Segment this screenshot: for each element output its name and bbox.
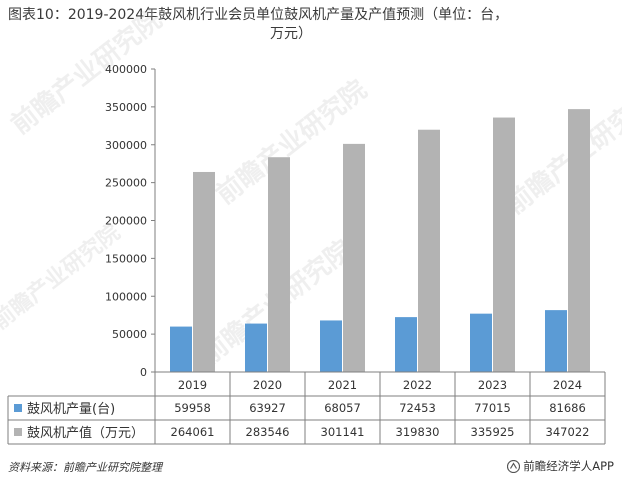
bar-production-2022 <box>395 317 417 372</box>
bar-production-2019 <box>170 326 192 372</box>
chart-title: 图表10：2019-2024年鼓风机行业会员单位鼓风机产量及产值预测（单位：台，… <box>8 6 614 44</box>
bar-value-2019 <box>193 171 215 372</box>
y-tick-label: 50000 <box>112 328 147 341</box>
bar-production-2021 <box>320 320 342 372</box>
bar-production-2020 <box>245 323 267 372</box>
data-label-value-2022: 319830 <box>396 425 440 439</box>
legend-swatch-value <box>14 428 22 436</box>
y-tick-label: 350000 <box>105 101 147 114</box>
y-tick-label: 200000 <box>105 215 147 228</box>
data-label-value-2020: 283546 <box>246 425 290 439</box>
bar-value-2020 <box>268 157 290 372</box>
data-label-value-2021: 301141 <box>321 425 365 439</box>
data-label-production-2021: 68057 <box>324 401 361 415</box>
data-table: 2019 2020 2021 2022 2023 2024 鼓风机产量(台) 59958 639… <box>7 371 606 445</box>
watermark-text: 前瞻产业研究院 <box>0 219 125 334</box>
y-axis: 0 50000 100000 150000 200000 250000 300000 3500… <box>105 63 156 379</box>
x-tick-label-2024: 2024 <box>553 378 582 392</box>
x-tick-label-2020: 2020 <box>253 378 282 392</box>
legend-label-value: 鼓风机产值（万元） <box>27 425 144 441</box>
brand-label: 前瞻经济学人APP <box>523 459 614 473</box>
x-tick-label-2022: 2022 <box>403 378 432 392</box>
data-label-value-2023: 335925 <box>471 425 515 439</box>
data-label-value-2024: 347022 <box>546 425 590 439</box>
x-tick-label-2019: 2019 <box>178 378 207 392</box>
x-tick-label-2021: 2021 <box>328 378 357 392</box>
bar-production-2024 <box>545 310 567 372</box>
y-tick-label: 400000 <box>105 63 147 76</box>
watermark-text: 前瞻产业研究院 <box>500 84 622 220</box>
y-tick-label: 150000 <box>105 252 147 265</box>
data-label-production-2020: 63927 <box>249 401 286 415</box>
bar-value-2021 <box>343 143 365 372</box>
bar-production-2023 <box>470 313 492 372</box>
brand-logo-icon <box>507 459 521 473</box>
data-label-production-2022: 72453 <box>399 401 436 415</box>
chart-title-line1: 图表10：2019-2024年鼓风机行业会员单位鼓风机产量及产值预测（单位：台， <box>8 7 509 23</box>
y-tick-label: 100000 <box>105 290 147 303</box>
y-tick-label: 250000 <box>105 177 147 190</box>
bar-value-2024 <box>568 109 590 373</box>
watermark-layer: 前瞻产业研究院前瞻产业研究院前瞻产业研究院前瞻产业研究院前瞻产业研究院 <box>0 4 622 370</box>
y-tick-label: 0 <box>140 366 147 379</box>
y-tick-label: 300000 <box>105 139 147 152</box>
bar-value-2022 <box>418 129 440 372</box>
chart-title-line2: 万元） <box>270 26 312 42</box>
legend-label-production: 鼓风机产量(台) <box>27 402 115 417</box>
data-label-value-2019: 264061 <box>171 425 215 439</box>
bar-value-2023 <box>493 117 515 373</box>
source-note: 资料来源：前瞻产业研究院整理 <box>8 461 162 474</box>
legend-swatch-production <box>14 404 22 412</box>
data-label-production-2019: 59958 <box>174 401 211 415</box>
data-label-production-2024: 81686 <box>549 401 586 415</box>
bars-layer <box>170 109 590 373</box>
x-tick-label-2023: 2023 <box>478 378 507 392</box>
data-label-production-2023: 77015 <box>474 401 511 415</box>
brand-footer: 前瞻经济学人APP <box>507 458 614 474</box>
